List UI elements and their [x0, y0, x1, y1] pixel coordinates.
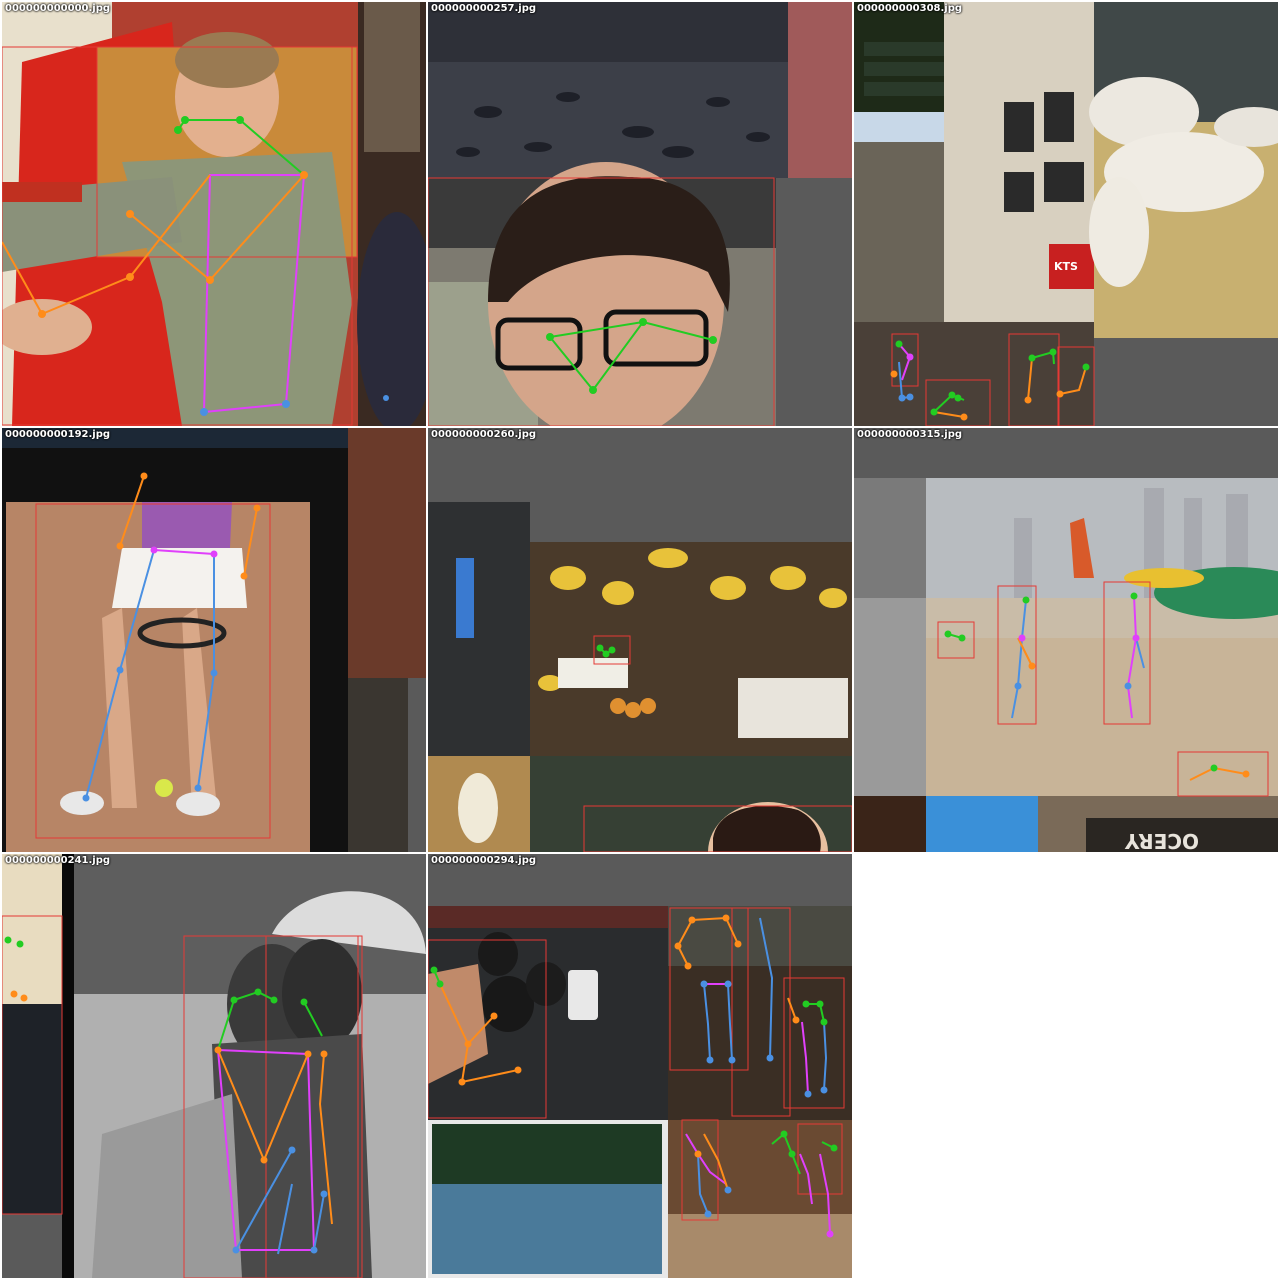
mosaic-tile-7: 000000000241.jpg [2, 854, 426, 1278]
tile-filename: 000000000308.jpg [857, 3, 963, 14]
mosaic-tile-3: KTS [854, 2, 1278, 426]
keypoints-person-1 [546, 318, 717, 394]
skeleton-person-2 [277, 1001, 333, 1255]
mosaic-tile-5: 000000000260.jpg [428, 428, 852, 852]
tile-2-image [428, 2, 852, 426]
empty-grid-cell [856, 856, 1280, 1280]
keypoints-person-1 [82, 472, 261, 802]
skeleton-person-2 [676, 916, 774, 1061]
tile-filename: 000000000241.jpg [5, 855, 111, 866]
keypoints [944, 592, 1250, 778]
bbox-person-2 [96, 46, 358, 258]
keypoints [4, 936, 328, 1254]
tile-filename: 000000000257.jpg [431, 3, 537, 14]
tile-3-image: KTS [854, 2, 1278, 426]
bbox-person-2 [265, 935, 359, 1278]
bbox-person-6 [797, 1123, 843, 1195]
bbox-person-1 [428, 177, 775, 426]
bbox-person-2 [669, 907, 749, 1071]
tile-1-image [2, 2, 426, 426]
bbox-person-2 [997, 585, 1037, 725]
keypoints-person-1 [596, 644, 616, 658]
keypoints [430, 914, 838, 1238]
tile-8-image [428, 854, 852, 1278]
mosaic-tile-2: 000000000257.jpg [428, 2, 852, 426]
tile-filename: 000000000192.jpg [5, 429, 111, 440]
bbox-person-3 [1103, 581, 1151, 725]
bbox-person-1 [428, 939, 547, 1119]
bbox-person-3 [731, 907, 791, 1117]
tile-filename: 000000000000.jpg [5, 3, 111, 14]
tile-5-image [428, 428, 852, 852]
skeleton-person-5 [685, 1133, 729, 1215]
tile-6-image: OCERY [854, 428, 1278, 852]
keypoints-person-1 [38, 116, 389, 416]
bbox-person-1 [35, 503, 271, 839]
bbox-person-1 [593, 635, 631, 665]
bbox-person-4 [1057, 346, 1095, 426]
tile-4-image [2, 428, 426, 852]
shop-sign-text: KTS [1054, 260, 1078, 273]
skeleton-person-4 [787, 997, 828, 1095]
mosaic-tile-6: OCERY 000000000315.jpg [854, 428, 1278, 852]
tile-filename: 000000000315.jpg [857, 429, 963, 440]
bbox-person-4 [1177, 751, 1269, 797]
bbox-person-2 [583, 805, 852, 852]
tile-filename: 000000000260.jpg [431, 429, 537, 440]
bbox-person-3 [1008, 333, 1060, 426]
mosaic-tile-1: 000000000000.jpg [2, 2, 426, 426]
keypoints [890, 340, 1090, 421]
skeletons [947, 595, 1247, 781]
tile-7-image [2, 854, 426, 1278]
bbox-person-1 [891, 333, 919, 387]
bbox-person-1 [937, 621, 975, 659]
tile-filename: 000000000294.jpg [431, 855, 537, 866]
mosaic-tile-4: 000000000192.jpg [2, 428, 426, 852]
skeleton-person-6 [771, 1132, 835, 1235]
bbox-person-5 [681, 1119, 719, 1221]
skeleton-person-1 [549, 320, 714, 392]
mosaic-tile-8: 000000000294.jpg [428, 854, 852, 1278]
bbox-person-2 [925, 379, 991, 426]
grocery-sign-text: OCERY [1124, 829, 1199, 852]
bbox-person-3 [2, 915, 63, 1215]
bbox-person-4 [783, 977, 845, 1109]
